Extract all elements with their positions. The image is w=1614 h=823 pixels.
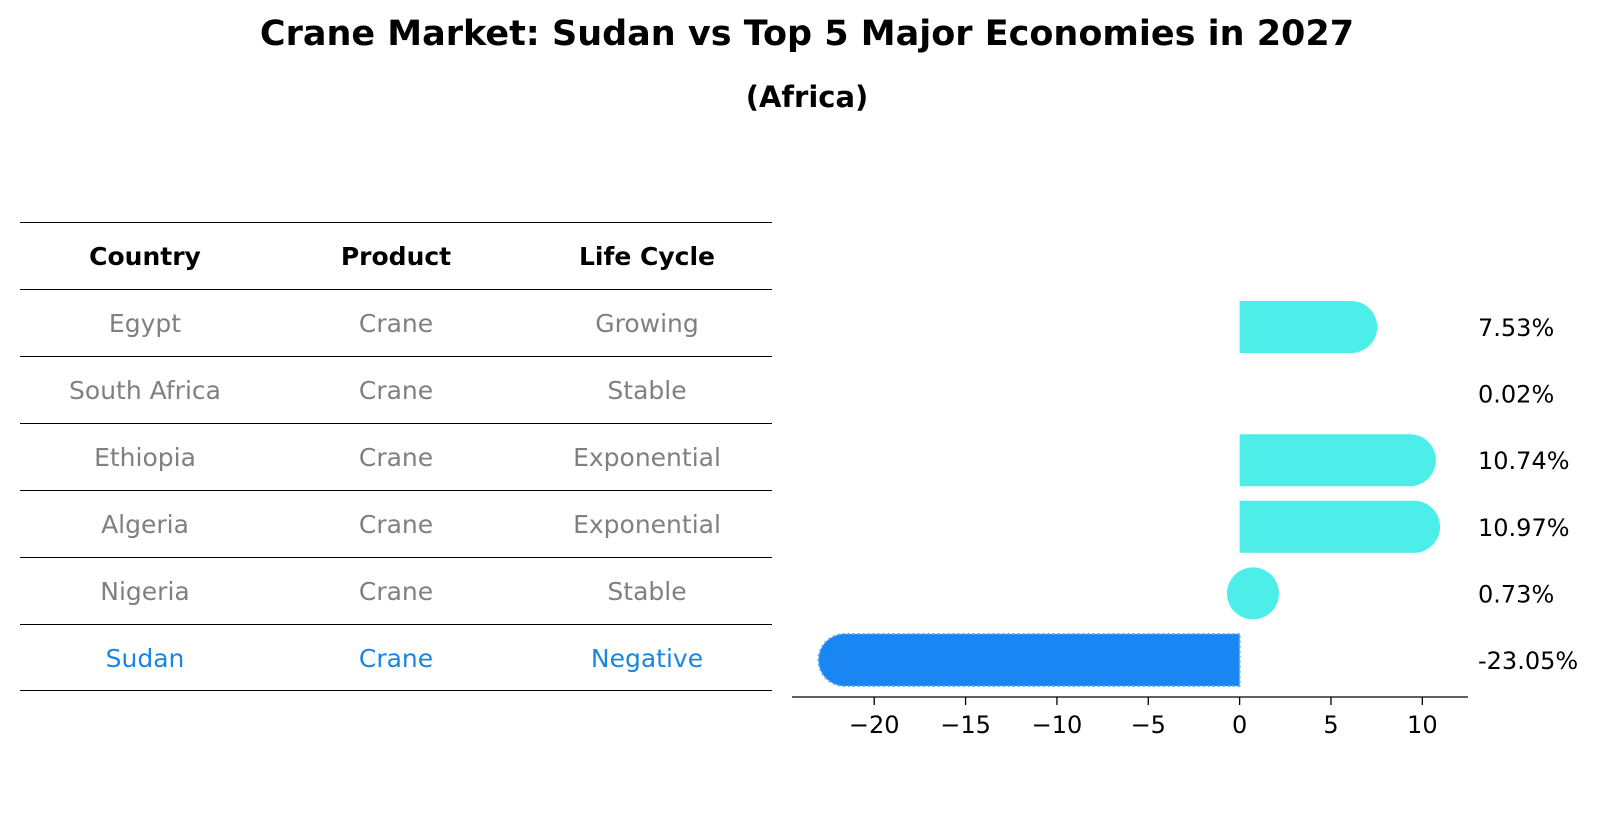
country-cell: Sudan bbox=[105, 644, 185, 673]
x-tick-label: 0 bbox=[1232, 711, 1247, 739]
header-life-cycle: Life Cycle bbox=[578, 242, 716, 271]
header-product: Product bbox=[340, 242, 452, 271]
life-cycle-cell: Growing bbox=[595, 309, 699, 338]
value-label: 10.97% bbox=[1478, 514, 1570, 542]
country-cell: South Africa bbox=[69, 376, 221, 405]
table-row: Ethiopia Crane Exponential bbox=[20, 423, 772, 490]
life-cycle-table: Country Product Life Cycle Egypt Crane G… bbox=[20, 222, 772, 691]
life-cycle-cell: Exponential bbox=[573, 443, 721, 472]
bar-ethiopia bbox=[1239, 434, 1436, 487]
life-cycle-cell: Stable bbox=[607, 577, 687, 606]
life-cycle-cell: Stable bbox=[607, 376, 687, 405]
chart-subtitle: (Africa) bbox=[745, 80, 869, 114]
life-cycle-cell: Exponential bbox=[573, 510, 721, 539]
product-cell: Crane bbox=[358, 443, 434, 472]
product-cell: Crane bbox=[358, 376, 434, 405]
table-row: Egypt Crane Growing bbox=[20, 289, 772, 356]
bar-egypt bbox=[1239, 301, 1378, 353]
table-header-row: Country Product Life Cycle bbox=[20, 222, 772, 289]
country-cell: Ethiopia bbox=[94, 443, 196, 472]
product-cell: Crane bbox=[358, 644, 434, 673]
value-label: 0.73% bbox=[1478, 580, 1554, 608]
header-country: Country bbox=[89, 242, 201, 271]
value-label: 7.53% bbox=[1478, 314, 1554, 342]
x-tick-label: −20 bbox=[849, 711, 900, 739]
bar-nigeria bbox=[1226, 567, 1279, 620]
x-tick-label: −15 bbox=[940, 711, 991, 739]
value-label: -23.05% bbox=[1478, 647, 1578, 675]
product-cell: Crane bbox=[358, 309, 434, 338]
product-cell: Crane bbox=[358, 577, 434, 606]
country-cell: Algeria bbox=[101, 510, 189, 539]
bar-sudan bbox=[817, 633, 1241, 687]
table-row: South Africa Crane Stable bbox=[20, 356, 772, 423]
chart-title: Crane Market: Sudan vs Top 5 Major Econo… bbox=[259, 14, 1355, 54]
x-tick-label: −10 bbox=[1032, 711, 1083, 739]
life-cycle-cell: Negative bbox=[590, 644, 704, 673]
country-cell: Egypt bbox=[108, 309, 182, 338]
country-cell: Nigeria bbox=[100, 577, 190, 606]
value-label: 0.02% bbox=[1478, 381, 1554, 409]
x-tick-label: 10 bbox=[1407, 711, 1438, 739]
table-row-highlight: Sudan Crane Negative bbox=[20, 624, 772, 691]
table-row: Algeria Crane Exponential bbox=[20, 490, 772, 557]
x-tick-label: 5 bbox=[1323, 711, 1338, 739]
product-cell: Crane bbox=[358, 510, 434, 539]
table-row: Nigeria Crane Stable bbox=[20, 557, 772, 624]
bar-algeria bbox=[1239, 500, 1441, 553]
value-label: 10.74% bbox=[1478, 447, 1570, 475]
x-tick-label: −5 bbox=[1131, 711, 1166, 739]
